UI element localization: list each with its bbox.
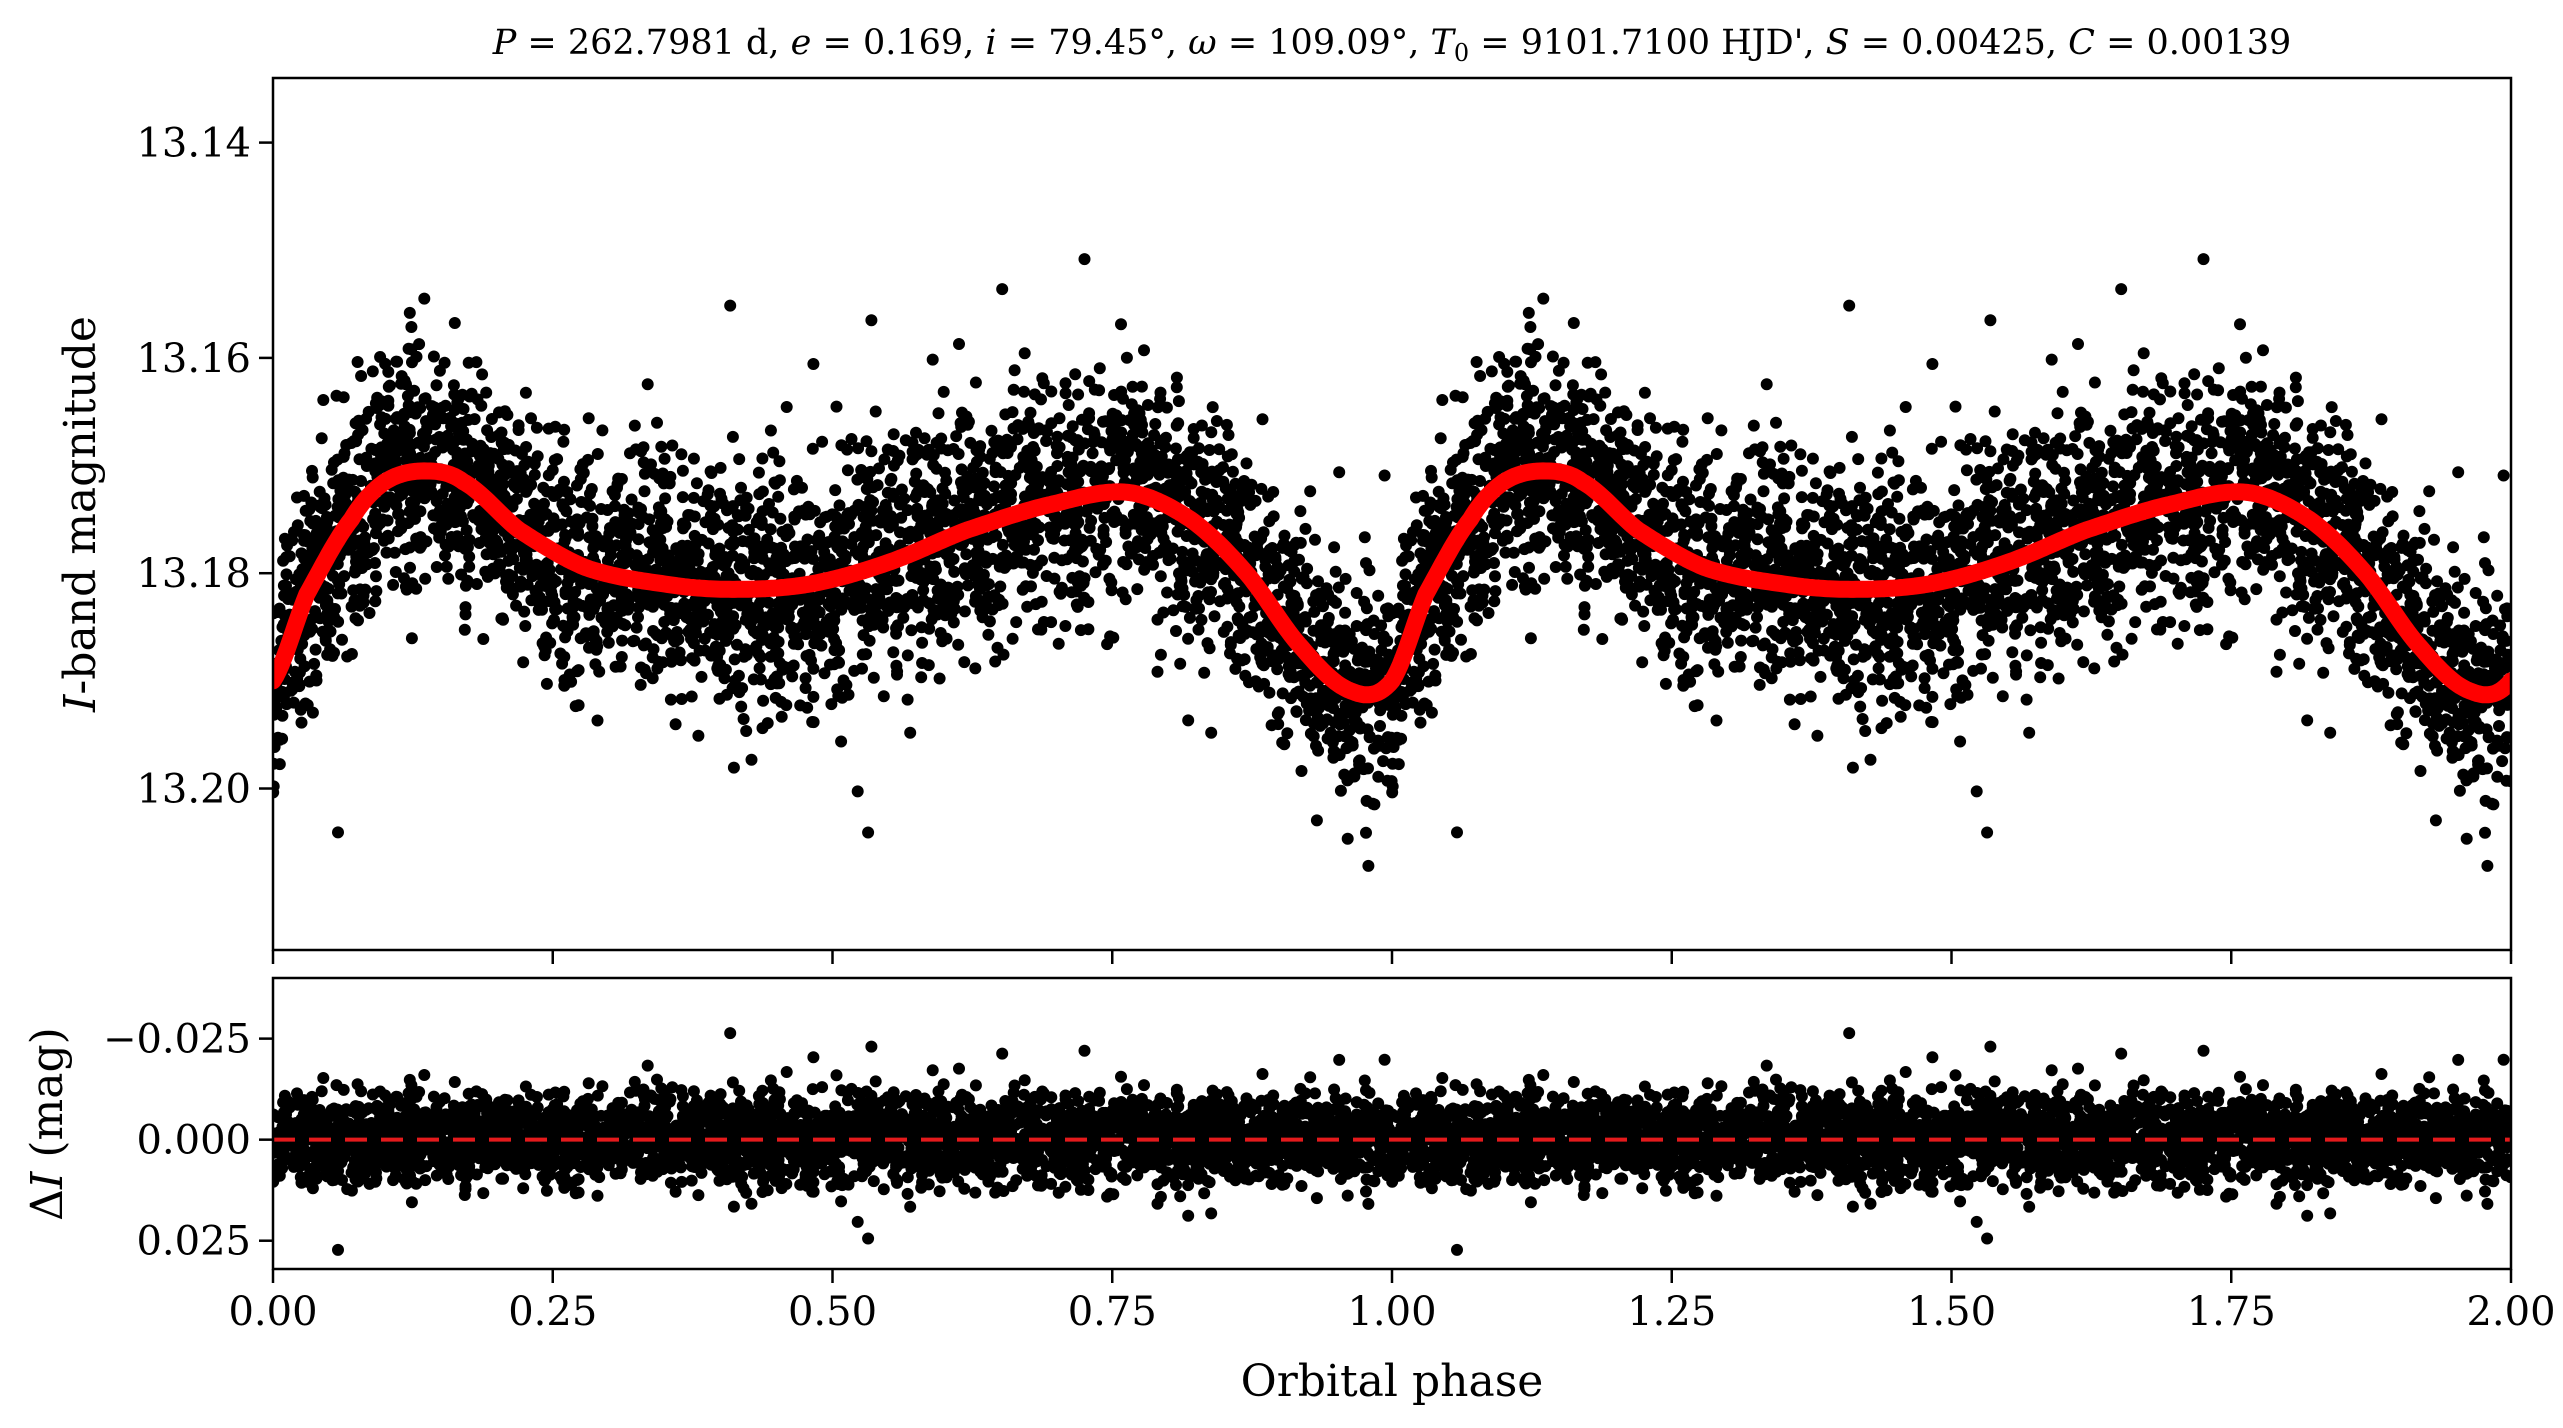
top-y-tick-label: 13.16 [136, 336, 251, 382]
residuals-panel: −0.025 0.000 0.025 0.00 0.25 0.50 0.75 1.00 1.2… [22, 976, 2556, 1407]
light-curve-panel: 13.14 13.16 13.18 13.20 I-band magnitude [55, 76, 2513, 964]
title-i-symbol: i [985, 23, 996, 63]
title-t-value: = 9101.7100 HJD', [1469, 23, 1825, 63]
title-c-value: = 0.00139 [2095, 23, 2291, 63]
bottom-y-tick-label: −0.025 [103, 1017, 251, 1063]
residual-points [273, 1027, 2511, 1256]
x-tick-label: 1.75 [2187, 1289, 2276, 1335]
x-tick-label: 0.75 [1068, 1289, 1157, 1335]
top-y-tick-label: 13.18 [136, 551, 251, 597]
title-t-subscript: 0 [1454, 39, 1469, 67]
top-x-ticks [271, 950, 2513, 964]
title-p-value: = 262.7981 d, [516, 23, 790, 63]
chart-title: P = 262.7981 d, e = 0.169, i = 79.45°, ω… [492, 23, 2292, 67]
bottom-y-axis-label: ΔI (mag) [22, 1027, 73, 1221]
bottom-y-tick-label: 0.025 [136, 1219, 251, 1265]
x-tick-label: 1.50 [1907, 1289, 1996, 1335]
top-y-tick-label: 13.14 [136, 121, 251, 167]
x-tick-label: 2.00 [2466, 1289, 2555, 1335]
title-e-value: = 0.169, [811, 23, 985, 63]
title-i-value: = 79.45°, [997, 23, 1189, 63]
light-curve-points [273, 253, 2511, 872]
bottom-y-tick-label: 0.000 [136, 1118, 251, 1164]
residual-points-marks [273, 1027, 2511, 1256]
x-tick-label: 1.25 [1627, 1289, 1716, 1335]
bottom-x-ticks: 0.00 0.25 0.50 0.75 1.00 1.25 1.50 1.75 2.00 [228, 1269, 2556, 1335]
title-s-value: = 0.00425, [1850, 23, 2069, 63]
title-omega-value: = 109.09°, [1217, 23, 1431, 63]
x-tick-label: 0.00 [228, 1289, 317, 1335]
title-t-symbol: T [1431, 23, 1457, 63]
top-y-axis-label: I-band magnitude [55, 316, 106, 713]
x-tick-label: 0.50 [788, 1289, 877, 1335]
observed-points [273, 253, 2511, 872]
x-tick-label: 1.00 [1347, 1289, 1436, 1335]
bottom-y-ticks: −0.025 0.000 0.025 [103, 1017, 273, 1265]
top-y-tick-label: 13.20 [136, 767, 251, 813]
top-y-ticks: 13.14 13.16 13.18 13.20 [136, 121, 273, 813]
x-tick-label: 0.25 [508, 1289, 597, 1335]
title-omega-symbol: ω [1188, 23, 1217, 63]
title-p-symbol: P [492, 23, 518, 63]
title-c-symbol: C [2068, 23, 2095, 63]
title-s-symbol: S [1826, 23, 1850, 63]
x-axis-label: Orbital phase [1241, 1356, 1544, 1407]
title-e-symbol: e [791, 23, 812, 63]
model-curve [273, 462, 2511, 704]
